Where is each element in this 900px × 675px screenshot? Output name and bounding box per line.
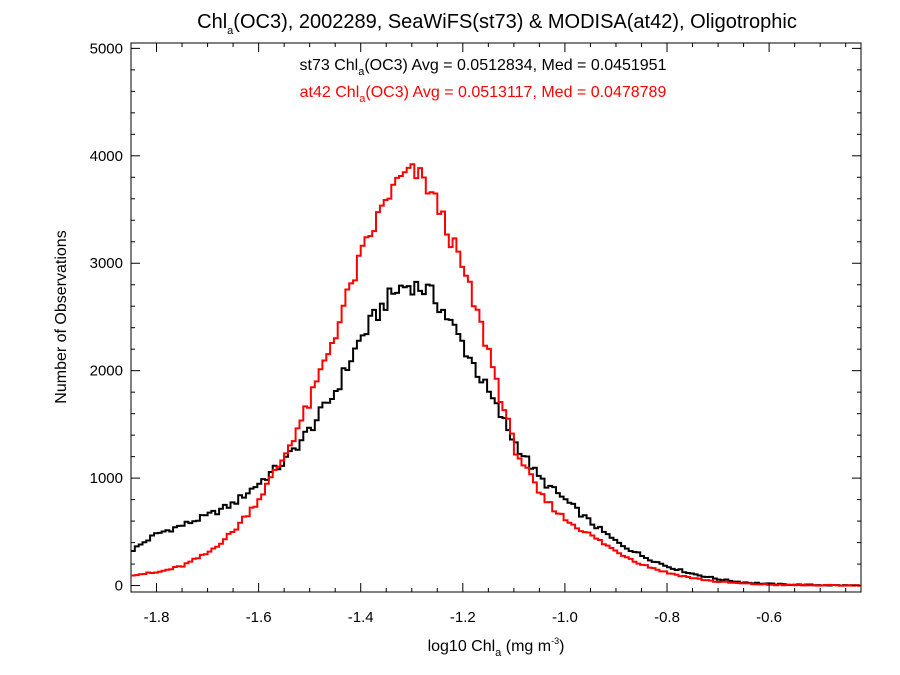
plot-frame bbox=[130, 42, 862, 593]
x-tick-label: -0.6 bbox=[756, 609, 782, 626]
y-tick-label: 5000 bbox=[90, 40, 123, 57]
series-at42-histogram bbox=[131, 163, 861, 587]
chart-title: Chla(OC3), 2002289, SeaWiFS(st73) & MODI… bbox=[197, 11, 797, 37]
series-layer bbox=[131, 163, 861, 587]
y-tick-label: 1000 bbox=[90, 470, 123, 487]
x-tick-label: -0.8 bbox=[654, 609, 680, 626]
y-tick-label: 3000 bbox=[90, 255, 123, 272]
y-tick-label: 0 bbox=[115, 578, 123, 595]
x-tick-label: -1.0 bbox=[552, 609, 578, 626]
y-axis-ticks: 0 1000 2000 3000 4000 5000 bbox=[90, 40, 861, 595]
x-tick-label: -1.2 bbox=[450, 609, 476, 626]
legend-at42-stats: at42 Chla(OC3) Avg = 0.0513117, Med = 0.… bbox=[300, 84, 667, 105]
series-st73-histogram bbox=[131, 280, 861, 587]
x-axis-label: log10 Chla (mg m-3) bbox=[428, 636, 565, 659]
x-tick-label: -1.6 bbox=[246, 609, 272, 626]
y-tick-label: 4000 bbox=[90, 148, 123, 165]
x-tick-label: -1.8 bbox=[144, 609, 170, 626]
x-tick-label: -1.4 bbox=[348, 609, 374, 626]
y-axis-label: Number of Observations bbox=[53, 230, 70, 403]
y-tick-label: 2000 bbox=[90, 363, 123, 380]
x-axis-ticks: -1.8 -1.6 -1.4 -1.2 -1.0 -0.8 -0.6 bbox=[144, 43, 847, 626]
legend-st73-stats: st73 Chla(OC3) Avg = 0.0512834, Med = 0.… bbox=[300, 57, 667, 78]
